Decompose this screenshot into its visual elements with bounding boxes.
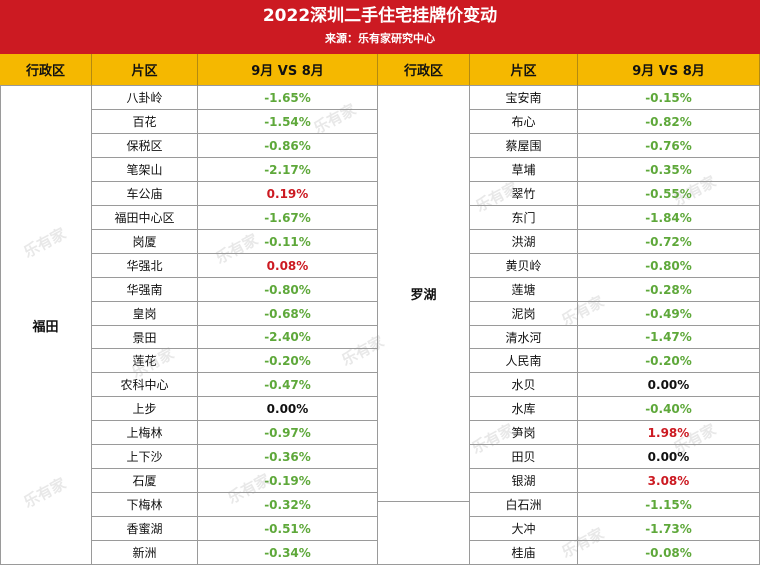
price-change-value: 0.00% xyxy=(578,445,760,469)
price-change-value: -0.11% xyxy=(198,230,378,254)
price-change-value: -0.36% xyxy=(198,445,378,469)
price-change-value: 0.19% xyxy=(198,182,378,206)
price-change-value: -1.65% xyxy=(198,86,378,110)
col-header-district-left: 行政区 xyxy=(0,54,92,86)
area-name: 车公庙 xyxy=(92,182,198,206)
price-change-value: 0.00% xyxy=(578,373,760,397)
price-change-value: -0.82% xyxy=(578,110,760,134)
area-name: 下梅林 xyxy=(92,493,198,517)
district-cell-right-continuation xyxy=(378,502,470,565)
area-name: 泥岗 xyxy=(470,302,578,326)
area-name: 人民南 xyxy=(470,349,578,373)
area-name: 水贝 xyxy=(470,373,578,397)
price-change-value: -1.67% xyxy=(198,206,378,230)
price-change-value: -0.20% xyxy=(198,349,378,373)
area-name: 莲花 xyxy=(92,349,198,373)
area-name: 田贝 xyxy=(470,445,578,469)
area-name: 洪湖 xyxy=(470,230,578,254)
price-change-value: -2.40% xyxy=(198,326,378,349)
price-change-value: 3.08% xyxy=(578,469,760,493)
price-change-value: -0.28% xyxy=(578,278,760,302)
price-change-value: -1.73% xyxy=(578,517,760,541)
district-cell-left: 福田 xyxy=(0,86,92,565)
area-name: 草埔 xyxy=(470,158,578,182)
price-change-value: -0.20% xyxy=(578,349,760,373)
area-name: 福田中心区 xyxy=(92,206,198,230)
report-source: 来源：乐有家研究中心 xyxy=(325,32,435,45)
table-left-border xyxy=(0,86,1,565)
area-name: 笋岗 xyxy=(470,421,578,445)
price-change-value: -1.84% xyxy=(578,206,760,230)
area-name: 桂庙 xyxy=(470,541,578,565)
area-name: 上梅林 xyxy=(92,421,198,445)
price-change-value: -1.47% xyxy=(578,326,760,349)
price-change-value: -0.19% xyxy=(198,469,378,493)
price-change-value: -0.55% xyxy=(578,182,760,206)
area-name: 保税区 xyxy=(92,134,198,158)
price-change-value: -0.72% xyxy=(578,230,760,254)
area-name: 上下沙 xyxy=(92,445,198,469)
area-name: 蔡屋围 xyxy=(470,134,578,158)
report-title: 2022深圳二手住宅挂牌价变动 xyxy=(262,6,498,26)
price-change-value: -0.49% xyxy=(578,302,760,326)
col-header-area-left: 片区 xyxy=(92,54,198,86)
area-name: 上步 xyxy=(92,397,198,421)
area-name: 大冲 xyxy=(470,517,578,541)
col-header-change-right: 9月 VS 8月 xyxy=(578,54,760,86)
price-change-value: -2.17% xyxy=(198,158,378,182)
area-name: 莲塘 xyxy=(470,278,578,302)
area-name: 白石洲 xyxy=(470,493,578,517)
area-name: 岗厦 xyxy=(92,230,198,254)
area-name: 翠竹 xyxy=(470,182,578,206)
area-name: 百花 xyxy=(92,110,198,134)
area-name: 新洲 xyxy=(92,541,198,565)
area-name: 笔架山 xyxy=(92,158,198,182)
price-change-value: -0.51% xyxy=(198,517,378,541)
col-header-change-left: 9月 VS 8月 xyxy=(198,54,378,86)
col-header-district-right: 行政区 xyxy=(378,54,470,86)
area-name: 香蜜湖 xyxy=(92,517,198,541)
price-change-value: -0.47% xyxy=(198,373,378,397)
area-name: 银湖 xyxy=(470,469,578,493)
price-change-value: -0.80% xyxy=(578,254,760,278)
col-header-area-right: 片区 xyxy=(470,54,578,86)
report-header: 2022深圳二手住宅挂牌价变动 来源：乐有家研究中心 xyxy=(0,0,760,54)
area-name: 华强南 xyxy=(92,278,198,302)
price-change-value: -0.35% xyxy=(578,158,760,182)
price-change-value: -0.97% xyxy=(198,421,378,445)
price-change-table: 福田 罗湖 八卦岭 -1.65% 百花 -1.54% 保税区 -0.86% 笔架山 -2.17… xyxy=(0,86,760,565)
price-change-value: -0.15% xyxy=(578,86,760,110)
area-name: 水库 xyxy=(470,397,578,421)
price-change-value: 0.08% xyxy=(198,254,378,278)
price-change-value: -0.34% xyxy=(198,541,378,565)
area-name: 农科中心 xyxy=(92,373,198,397)
area-name: 景田 xyxy=(92,326,198,349)
area-name: 宝安南 xyxy=(470,86,578,110)
area-name: 黄贝岭 xyxy=(470,254,578,278)
price-change-value: -0.08% xyxy=(578,541,760,565)
price-change-value: 1.98% xyxy=(578,421,760,445)
area-name: 皇岗 xyxy=(92,302,198,326)
price-change-value: -0.32% xyxy=(198,493,378,517)
area-name: 清水河 xyxy=(470,326,578,349)
area-name: 华强北 xyxy=(92,254,198,278)
district-cell-right: 罗湖 xyxy=(378,86,470,502)
area-name: 八卦岭 xyxy=(92,86,198,110)
price-change-value: -1.15% xyxy=(578,493,760,517)
price-change-value: -0.86% xyxy=(198,134,378,158)
price-change-value: -0.40% xyxy=(578,397,760,421)
area-name: 东门 xyxy=(470,206,578,230)
price-change-value: -0.68% xyxy=(198,302,378,326)
price-change-value: -0.76% xyxy=(578,134,760,158)
price-change-value: -1.54% xyxy=(198,110,378,134)
price-change-value: -0.80% xyxy=(198,278,378,302)
area-name: 石厦 xyxy=(92,469,198,493)
area-name: 布心 xyxy=(470,110,578,134)
price-change-value: 0.00% xyxy=(198,397,378,421)
